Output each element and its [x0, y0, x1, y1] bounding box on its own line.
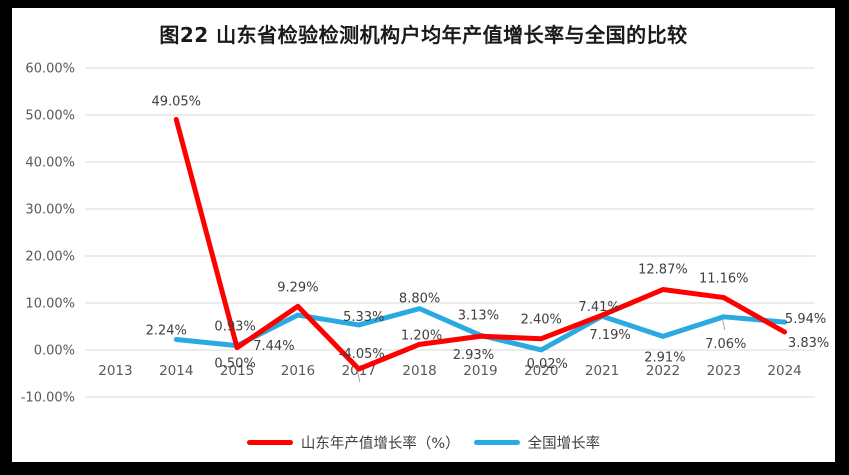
data-point-label: 2.91% — [644, 350, 685, 365]
data-point-label: 0.02% — [527, 357, 568, 372]
data-point-label: 49.05% — [151, 94, 201, 109]
data-point-label: 7.41% — [578, 300, 619, 315]
chart-title: 图22 山东省检验检测机构户均年产值增长率与全国的比较 — [159, 23, 688, 47]
legend-item-national: 全国增长率 — [473, 432, 601, 453]
x-axis-tick-label: 2021 — [585, 363, 619, 379]
data-point-label: 9.29% — [277, 280, 318, 295]
x-axis-tick-label: 2019 — [463, 363, 497, 379]
data-point-label: 7.19% — [589, 328, 630, 343]
data-point-label: 5.94% — [785, 312, 826, 327]
data-point-label: 2.93% — [453, 348, 494, 363]
data-label-leader — [722, 319, 726, 330]
data-point-label: 12.87% — [638, 263, 688, 278]
legend-swatch-national — [473, 440, 520, 445]
data-point-label: 8.80% — [399, 292, 440, 307]
y-axis-tick-label: 0.00% — [34, 344, 75, 359]
data-point-label: 7.44% — [253, 339, 294, 354]
legend-label-shandong: 山东年产值增长率（%） — [300, 436, 460, 452]
data-point-label: 3.13% — [458, 308, 499, 323]
y-axis-tick-label: 50.00% — [25, 109, 75, 124]
chart-canvas: 60.00% 50.00% 40.00% 30.00% 20.00% 10.00% 0.00… — [21, 62, 830, 406]
data-point-label: 2.40% — [521, 313, 562, 328]
x-axis-tick-label: 2013 — [98, 363, 132, 379]
x-axis-tick-label: 2024 — [767, 363, 801, 379]
x-axis-tick-label: 2015 — [220, 363, 254, 379]
x-axis-tick-label: 2022 — [646, 363, 680, 379]
data-point-label: 2.24% — [146, 323, 187, 338]
data-point-label: -4.05% — [339, 347, 385, 362]
chart-surface: 图22 山东省检验检测机构户均年产值增长率与全国的比较 60.00% 50.00%… — [12, 8, 835, 462]
legend-swatch-shandong — [246, 440, 293, 445]
y-axis-tick-label: -10.00% — [21, 391, 75, 406]
data-label-leader — [357, 371, 361, 383]
data-point-label: 7.06% — [705, 337, 746, 352]
chart-legend: 山东年产值增长率（%） 全国增长率 — [12, 432, 835, 453]
y-axis-tick-label: 40.00% — [25, 156, 75, 171]
legend-label-national: 全国增长率 — [527, 436, 601, 452]
y-axis-tick-label: 30.00% — [25, 203, 75, 218]
x-axis-tick-label: 2014 — [159, 363, 193, 379]
y-axis-tick-label: 10.00% — [25, 297, 75, 312]
x-axis-tick-label: 2020 — [524, 363, 558, 379]
x-axis-tick-label: 2023 — [707, 363, 741, 379]
series-line-shandong — [173, 116, 788, 372]
data-point-label: 11.16% — [699, 272, 749, 287]
y-axis-tick-label: 20.00% — [25, 250, 75, 265]
x-axis-tick-label: 2018 — [402, 363, 436, 379]
data-point-label: 5.33% — [343, 310, 384, 325]
x-axis-tick-label: 2016 — [281, 363, 315, 379]
data-point-label: 0.93% — [214, 320, 255, 335]
y-axis-tick-label: 60.00% — [25, 62, 75, 77]
legend-item-shandong: 山东年产值增长率（%） — [246, 432, 460, 453]
data-point-label: 0.50% — [214, 357, 255, 372]
data-point-label: 3.83% — [788, 336, 829, 351]
data-point-label: 1.20% — [401, 328, 442, 343]
